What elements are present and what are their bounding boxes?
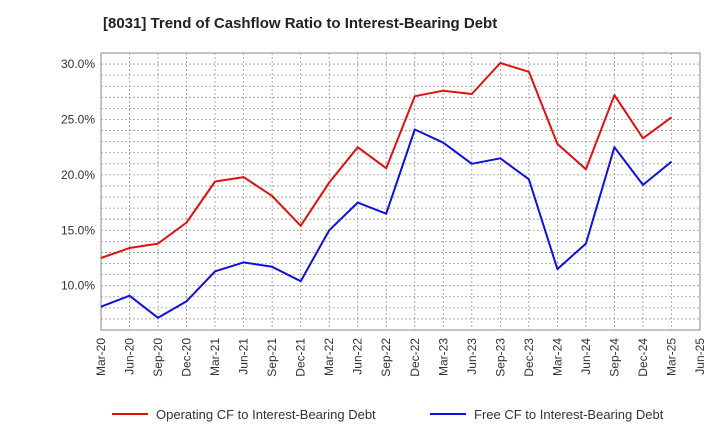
x-tick-label: Sep-22 — [379, 338, 393, 377]
legend-label-1: Operating CF to Interest-Bearing Debt — [156, 407, 376, 422]
x-tick-label: Dec-24 — [636, 338, 650, 377]
series-line-1 — [100, 62, 673, 259]
x-tick-label: Sep-24 — [607, 338, 621, 377]
y-tick-label: 15.0% — [61, 223, 95, 237]
x-tick-label: Jun-25 — [693, 338, 707, 375]
x-tick-label: Jun-21 — [237, 338, 251, 375]
y-tick-label: 30.0% — [61, 57, 95, 71]
x-tick-label: Dec-21 — [294, 338, 308, 377]
x-tick-label: Sep-20 — [151, 338, 165, 377]
x-tick-label: Jun-23 — [465, 338, 479, 375]
y-tick-label: 20.0% — [61, 168, 95, 182]
x-tick-label: Sep-23 — [493, 338, 507, 377]
x-tick-label: Jun-24 — [579, 338, 593, 375]
x-tick-label: Mar-24 — [550, 338, 564, 376]
plot-area — [100, 52, 701, 331]
x-tick-label: Jun-22 — [351, 338, 365, 375]
x-tick-label: Mar-25 — [664, 338, 678, 376]
legend-label-2: Free CF to Interest-Bearing Debt — [474, 407, 664, 422]
x-tick-label: Dec-20 — [180, 338, 194, 377]
x-tick-label: Dec-23 — [522, 338, 536, 377]
x-tick-label: Mar-23 — [436, 338, 450, 376]
x-tick-label: Sep-21 — [265, 338, 279, 377]
x-tick-label: Mar-22 — [322, 338, 336, 376]
x-tick-label: Mar-21 — [208, 338, 222, 376]
x-tick-label: Mar-20 — [94, 338, 108, 376]
y-tick-label: 25.0% — [61, 112, 95, 126]
y-tick-label: 10.0% — [61, 279, 95, 293]
series-line-2 — [100, 128, 673, 319]
chart-title: [8031] Trend of Cashflow Ratio to Intere… — [103, 15, 498, 32]
x-tick-label: Jun-20 — [123, 338, 137, 375]
x-tick-label: Dec-22 — [408, 338, 422, 377]
